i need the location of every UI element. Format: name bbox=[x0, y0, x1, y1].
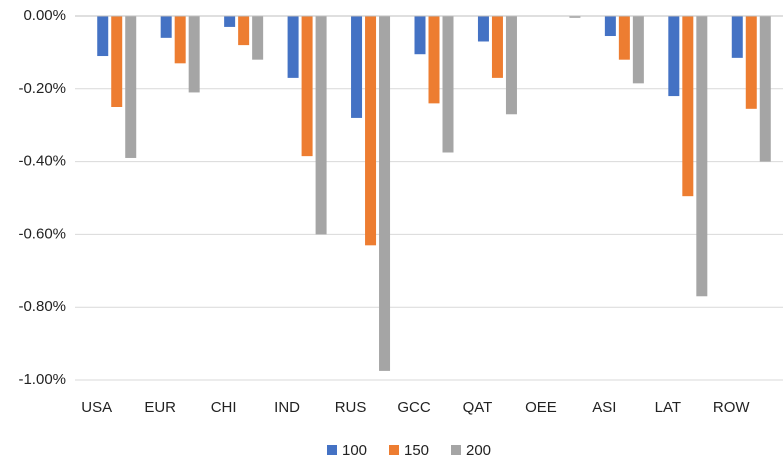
bar bbox=[301, 16, 313, 157]
x-tick-label: EUR bbox=[144, 399, 176, 416]
legend-swatch bbox=[327, 445, 337, 455]
x-tick-label: GCC bbox=[397, 399, 431, 416]
bar bbox=[174, 16, 186, 64]
y-tick-label: -1.00% bbox=[18, 371, 66, 388]
bar bbox=[745, 16, 757, 109]
bar bbox=[696, 16, 708, 297]
legend-swatch bbox=[451, 445, 461, 455]
x-tick-label: LAT bbox=[655, 399, 681, 416]
bar bbox=[414, 16, 426, 55]
bar bbox=[252, 16, 264, 60]
bar bbox=[569, 16, 581, 18]
bar bbox=[238, 16, 250, 46]
bar bbox=[477, 16, 489, 42]
legend-label: 150 bbox=[404, 442, 429, 459]
bar bbox=[160, 16, 172, 38]
x-tick-label: QAT bbox=[463, 399, 493, 416]
bar bbox=[111, 16, 123, 107]
x-tick-label: IND bbox=[274, 399, 300, 416]
y-tick-label: -0.60% bbox=[18, 225, 66, 242]
bar bbox=[365, 16, 377, 246]
bar bbox=[632, 16, 644, 84]
y-tick-label: 0.00% bbox=[23, 7, 66, 24]
bar bbox=[188, 16, 200, 93]
bar bbox=[618, 16, 630, 60]
bar bbox=[125, 16, 137, 158]
bar bbox=[668, 16, 680, 97]
y-tick-label: -0.80% bbox=[18, 298, 66, 315]
bar bbox=[97, 16, 109, 57]
x-tick-label: CHI bbox=[211, 399, 237, 416]
bar bbox=[505, 16, 517, 115]
bar bbox=[442, 16, 454, 153]
x-tick-label: ROW bbox=[713, 399, 751, 416]
bar bbox=[351, 16, 363, 118]
legend-label: 200 bbox=[466, 442, 491, 459]
bar bbox=[224, 16, 236, 27]
x-tick-label: OEE bbox=[525, 399, 557, 416]
bar bbox=[287, 16, 299, 78]
bar bbox=[731, 16, 743, 58]
x-tick-label: USA bbox=[81, 399, 112, 416]
bar bbox=[759, 16, 771, 162]
bar bbox=[491, 16, 503, 78]
bar bbox=[604, 16, 616, 37]
bar bbox=[379, 16, 391, 371]
bar bbox=[315, 16, 327, 235]
bar bbox=[428, 16, 440, 104]
y-tick-label: -0.40% bbox=[18, 153, 66, 170]
legend-swatch bbox=[389, 445, 399, 455]
y-tick-label: -0.20% bbox=[18, 80, 66, 97]
legend-label: 100 bbox=[342, 442, 367, 459]
x-tick-label: RUS bbox=[335, 399, 367, 416]
x-tick-label: ASI bbox=[592, 399, 616, 416]
bar bbox=[682, 16, 694, 197]
